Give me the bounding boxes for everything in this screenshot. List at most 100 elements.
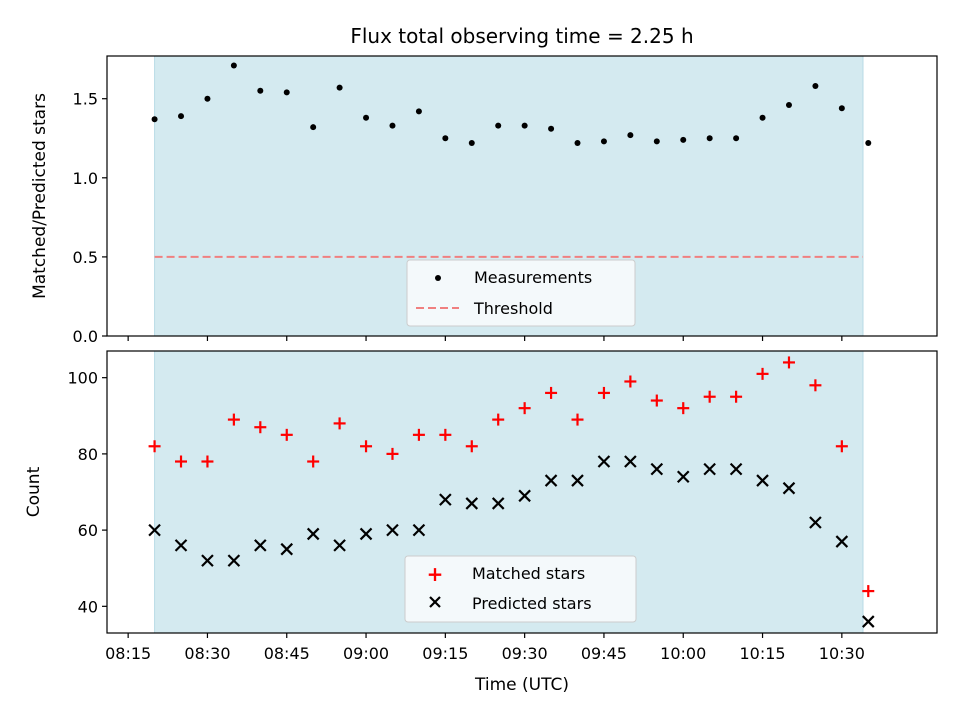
legend-label-measurements: Measurements: [474, 268, 592, 287]
x-tick-label: 08:15: [105, 644, 151, 663]
predicted-star-point: [439, 493, 452, 506]
matched-star-point: [518, 402, 531, 415]
predicted-star-point: [333, 539, 346, 552]
predicted-star-point: [597, 455, 611, 468]
y-tick-label: 60: [78, 521, 98, 540]
measurement-point: [759, 114, 766, 121]
measurement-point: [389, 122, 396, 129]
measurement-point: [653, 138, 660, 145]
matched-star-point: [333, 417, 346, 430]
predicted-star-point: [756, 474, 769, 487]
matched-star-point: [730, 390, 743, 403]
predicted-star-point: [386, 523, 399, 537]
matched-star-point: [360, 440, 373, 453]
predicted-star-point: [280, 542, 294, 556]
y-tick-label: 100: [67, 369, 98, 388]
x-tick-label: 10:00: [660, 644, 706, 663]
matched-star-point: [280, 428, 293, 441]
predicted-star-point: [729, 462, 743, 476]
measurement-point: [468, 140, 475, 147]
top-axes-frame: [106, 55, 938, 337]
predicted-star-point: [254, 539, 267, 552]
predicted-star-point: [861, 615, 875, 628]
measurement-point: [178, 113, 185, 120]
predicted-star-point: [359, 527, 373, 541]
matched-star-point: [835, 440, 848, 453]
x-tick-label: 10:15: [739, 644, 785, 663]
matched-star-point: [571, 413, 584, 426]
measurement-point: [627, 132, 634, 139]
measurement-point: [733, 135, 740, 142]
top-y-axis-label: Matched/Predicted stars: [30, 93, 50, 299]
predicted-star-point: [624, 455, 637, 468]
measurement-point: [336, 84, 343, 91]
matched-star-point: [254, 421, 267, 434]
bottom-y-ticks: 40 60 80 100: [67, 369, 107, 616]
predicted-star-point: [412, 523, 426, 537]
y-tick-label: 0.5: [73, 248, 98, 267]
matched-star-point: [492, 413, 505, 426]
matched-star-point: [677, 402, 690, 415]
matched-star-point: [650, 394, 663, 407]
measurement-point: [574, 140, 581, 147]
predicted-star-point: [544, 474, 558, 487]
x-tick-label: 09:45: [581, 644, 627, 663]
y-tick-label: 80: [78, 445, 98, 464]
measurement-point: [785, 102, 792, 109]
measurement-point: [548, 125, 555, 132]
matched-star-point: [465, 440, 478, 453]
legend-marker-measurements: [435, 275, 441, 281]
y-tick-label: 0.0: [73, 327, 98, 346]
predicted-star-point: [518, 489, 531, 503]
measurement-point: [865, 140, 872, 147]
matched-star-point: [782, 356, 795, 369]
matched-star-point: [201, 455, 214, 468]
measurement-point: [521, 122, 528, 129]
matched-star-point: [624, 375, 637, 388]
x-tick-label: 10:30: [819, 644, 865, 663]
top-panel: 0.0 0.5 1.0 1.5 Matched/Predicted stars Mea…: [30, 55, 938, 346]
legend-marker-matched: +: [427, 562, 444, 586]
matched-star-point: [227, 413, 240, 426]
top-legend: Measurements Threshold: [406, 259, 636, 327]
measurement-point: [415, 108, 422, 115]
matched-star-point: [545, 386, 558, 399]
measurement-point: [151, 116, 158, 123]
matched-star-point: [412, 428, 425, 441]
measurement-point: [363, 114, 370, 121]
x-tick-label: 09:00: [343, 644, 389, 663]
predicted-star-point: [465, 497, 479, 510]
predicted-star-point: [782, 481, 796, 495]
matched-star-point: [597, 386, 610, 399]
legend-label-matched: Matched stars: [472, 564, 585, 583]
measurement-point: [495, 122, 502, 129]
predicted-star-point: [650, 462, 664, 476]
predicted-star-point: [491, 497, 505, 510]
count-points: [148, 356, 875, 628]
top-legend-box: [406, 259, 636, 327]
x-axis-label: Time (UTC): [474, 675, 569, 695]
legend-marker-predicted: [429, 596, 441, 608]
matched-star-point: [386, 447, 399, 460]
measurement-point: [230, 62, 237, 69]
predicted-star-point: [809, 516, 822, 529]
x-tick-label: 08:45: [264, 644, 310, 663]
predicted-star-point: [676, 470, 690, 484]
measurement-point: [283, 89, 290, 96]
measurement-point: [812, 83, 819, 90]
x-tick-label: 09:15: [422, 644, 468, 663]
measurement-point: [204, 95, 211, 102]
measurement-point: [442, 135, 449, 142]
bottom-axes-frame: [106, 350, 938, 634]
legend-label-threshold: Threshold: [473, 299, 553, 318]
matched-star-point: [307, 455, 320, 468]
bottom-legend: + Matched stars Predicted stars: [404, 555, 637, 623]
y-tick-label: 1.0: [73, 169, 98, 188]
matched-star-point: [148, 440, 161, 453]
measurement-point: [838, 105, 845, 112]
matched-star-point: [175, 455, 188, 468]
predicted-star-point: [174, 539, 188, 552]
legend-label-predicted: Predicted stars: [472, 594, 592, 613]
y-tick-label: 40: [78, 597, 98, 616]
